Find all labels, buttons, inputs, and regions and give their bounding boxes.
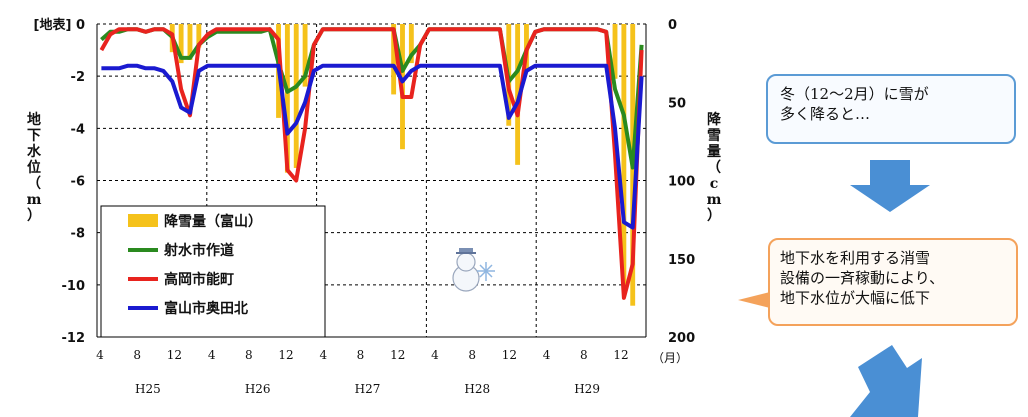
right-tick-label: 50 — [668, 96, 686, 111]
x-tick-label: 8 — [245, 348, 253, 362]
x-tick-label: 4 — [543, 348, 551, 362]
left-axis-title-char: m — [27, 192, 42, 208]
left-axis-title-char: 位 — [27, 159, 41, 176]
right-tick-label: 0 — [668, 18, 677, 33]
left-tick-label: -2 — [71, 70, 85, 85]
axes: [地表] 0-2-4-6-8-10-12050100150200地下水位（m）降… — [27, 17, 722, 396]
legend-label: 射水市作道 — [163, 242, 234, 259]
right-axis-title-char: 雪 — [707, 127, 721, 144]
series-line — [101, 63, 644, 230]
flow-arrows — [738, 160, 930, 417]
left-tick-label: -6 — [71, 175, 85, 190]
x-tick-label: 12 — [613, 348, 628, 362]
x-tick-label: 4 — [319, 348, 327, 362]
left-axis-title-char: 水 — [27, 143, 42, 160]
year-label: H25 — [135, 382, 161, 396]
x-tick-label: 4 — [208, 348, 216, 362]
snowfall-bar — [612, 24, 618, 79]
callout-groundwater-line-3: 地下水位が大幅に低下 — [780, 289, 931, 307]
x-tick-label: 8 — [133, 348, 141, 362]
right-axis-title-char: （ — [707, 160, 721, 176]
year-label: H29 — [574, 382, 600, 396]
left-axis-title-char: （ — [27, 176, 41, 192]
left-axis-title-char: 下 — [27, 128, 41, 144]
right-axis-title-char: 量 — [707, 144, 721, 160]
snowfall-bar — [293, 24, 299, 168]
snowfall-bar — [302, 24, 308, 87]
groundwater-lines — [99, 27, 644, 300]
snowfall-bar — [515, 24, 521, 165]
legend-box — [100, 205, 326, 338]
snowfall-bar — [408, 24, 414, 64]
left-axis-title-char: ） — [27, 208, 41, 224]
x-tick-label: 12 — [167, 348, 182, 362]
x-unit-label: （月） — [652, 351, 688, 365]
left-tick-label: [地表] 0 — [34, 17, 85, 33]
right-axis-title-char: ） — [707, 208, 721, 224]
right-axis-title-char: 降 — [707, 111, 722, 128]
legend-label: 降雪量（富山） — [164, 213, 262, 230]
year-label: H27 — [355, 382, 381, 396]
callout-groundwater-line-2: 設備の一斉稼動により、 — [780, 269, 945, 287]
arrow-down-1 — [850, 160, 930, 212]
left-tick-label: -12 — [62, 331, 86, 346]
x-tick-label: 8 — [468, 348, 476, 362]
snowfall-bar — [391, 24, 397, 95]
left-tick-label: -10 — [62, 279, 86, 294]
x-tick-label: 8 — [580, 348, 588, 362]
snowfall-bar — [178, 24, 184, 64]
x-tick-label: 12 — [502, 348, 517, 362]
right-tick-label: 200 — [668, 331, 695, 346]
legend-label: 高岡市能町 — [164, 271, 234, 288]
callout-snow-line-2: 多く降ると… — [780, 105, 871, 123]
x-tick-label: 12 — [278, 348, 293, 362]
callout-snow: 冬（12～2月）に雪が 多く降ると… — [766, 74, 1016, 144]
right-tick-label: 100 — [668, 175, 695, 190]
snowfall-bar — [196, 24, 202, 48]
arrow-down-2 — [850, 345, 922, 417]
x-tick-label: 4 — [431, 348, 439, 362]
callout-groundwater-line-1: 地下水を利用する消雪 — [780, 249, 931, 267]
year-label: H26 — [245, 382, 271, 396]
left-tick-label: -4 — [71, 122, 85, 137]
legend-swatch-snow — [128, 214, 158, 227]
snowman-illustration — [452, 248, 495, 292]
x-tick-label: 8 — [357, 348, 365, 362]
snowfall-bar — [187, 24, 193, 60]
left-axis-title-char: 地 — [27, 111, 41, 128]
snowfall-bar — [621, 24, 627, 291]
callout-2-pointer — [738, 292, 770, 308]
right-tick-label: 150 — [668, 253, 695, 268]
left-tick-label: -8 — [71, 227, 85, 242]
callout-snow-line-1: 冬（12～2月）に雪が — [780, 85, 929, 103]
legend-label: 富山市奥田北 — [164, 300, 248, 317]
right-axis-title-char: m — [707, 192, 722, 208]
right-axis-title-char: c — [710, 176, 719, 192]
x-tick-label: 4 — [96, 348, 104, 362]
year-label: H28 — [464, 382, 490, 396]
x-tick-label: 12 — [390, 348, 405, 362]
snowfall-bar — [284, 24, 290, 173]
callout-groundwater: 地下水を利用する消雪 設備の一斉稼動により、 地下水位が大幅に低下 — [768, 238, 1018, 326]
